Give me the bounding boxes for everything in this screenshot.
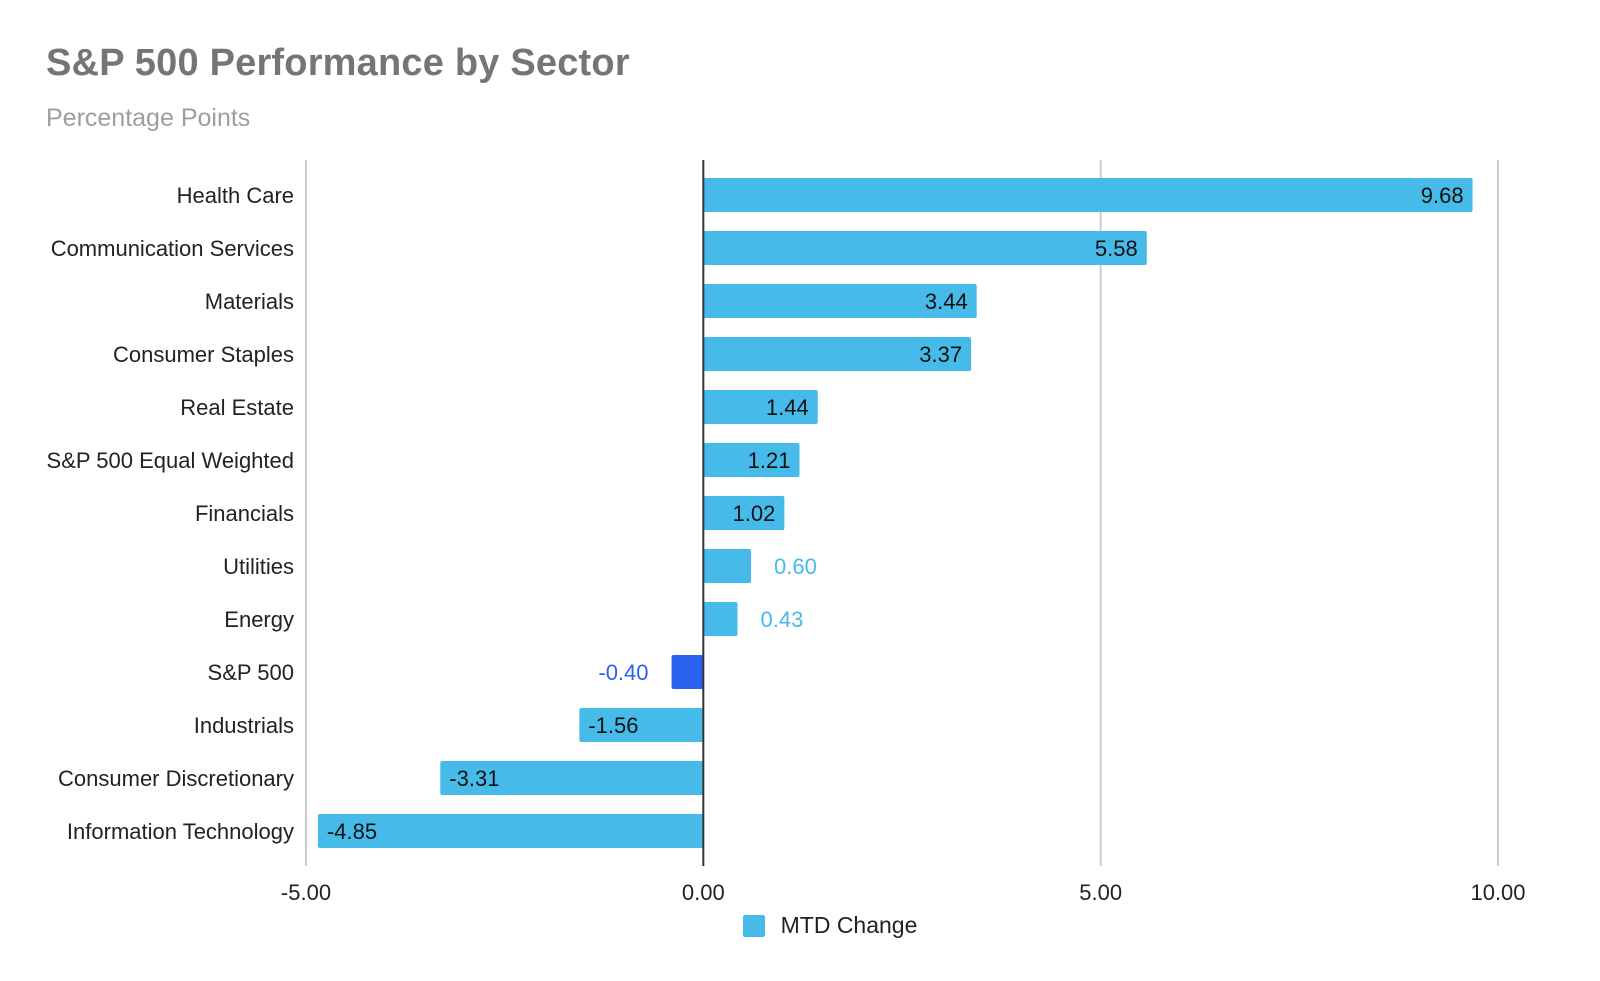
data-label: -1.56 bbox=[588, 713, 638, 738]
legend-swatch bbox=[742, 914, 765, 937]
x-tick-label: 10.00 bbox=[1470, 880, 1525, 905]
data-label: 1.21 bbox=[748, 448, 791, 473]
x-axis-tick-labels: -5.00 0.00 5.00 10.00 bbox=[281, 880, 1526, 905]
category-label: Consumer Discretionary bbox=[58, 766, 294, 791]
category-label: Communication Services bbox=[51, 236, 294, 261]
category-label: Health Care bbox=[177, 183, 294, 208]
category-label: Real Estate bbox=[180, 395, 294, 420]
category-label: Information Technology bbox=[67, 819, 294, 844]
category-label: Energy bbox=[224, 607, 294, 632]
category-label: Consumer Staples bbox=[113, 342, 294, 367]
bar bbox=[671, 655, 704, 689]
bar bbox=[703, 337, 972, 371]
data-label: -3.31 bbox=[449, 766, 499, 791]
data-label: 0.60 bbox=[774, 554, 817, 579]
data-label: -4.85 bbox=[327, 819, 377, 844]
x-tick-label: -5.00 bbox=[281, 880, 331, 905]
bar bbox=[703, 443, 800, 477]
bar bbox=[317, 814, 704, 848]
x-tick-label: 0.00 bbox=[682, 880, 725, 905]
bar bbox=[440, 761, 704, 795]
data-label: 5.58 bbox=[1095, 236, 1138, 261]
bar bbox=[703, 496, 785, 530]
x-tick-label: 5.00 bbox=[1079, 880, 1122, 905]
category-label: S&P 500 bbox=[208, 660, 294, 685]
bar bbox=[703, 390, 818, 424]
data-label: -0.40 bbox=[598, 660, 648, 685]
category-label: Financials bbox=[195, 501, 294, 526]
category-label: S&P 500 Equal Weighted bbox=[47, 448, 294, 473]
category-labels: Health Care Communication Services Materia… bbox=[47, 183, 294, 844]
data-label: 1.44 bbox=[766, 395, 809, 420]
data-label: 3.37 bbox=[919, 342, 962, 367]
legend-label: MTD Change bbox=[780, 912, 918, 938]
gridlines bbox=[305, 160, 1499, 866]
data-label: 1.02 bbox=[733, 501, 776, 526]
data-label: 3.44 bbox=[925, 289, 968, 314]
bar bbox=[703, 284, 977, 318]
category-label: Materials bbox=[205, 289, 294, 314]
bar bbox=[579, 708, 704, 742]
chart-subtitle: Percentage Points bbox=[46, 104, 251, 132]
bar bbox=[703, 231, 1147, 265]
bars bbox=[317, 178, 1473, 848]
bar bbox=[703, 549, 752, 583]
data-label: 9.68 bbox=[1421, 183, 1464, 208]
category-label: Utilities bbox=[223, 554, 294, 579]
chart-title: S&P 500 Performance by Sector bbox=[46, 42, 630, 84]
bar bbox=[703, 602, 738, 636]
category-label: Industrials bbox=[194, 713, 294, 738]
data-label: 0.43 bbox=[761, 607, 804, 632]
legend: MTD Change bbox=[0, 912, 1600, 939]
data-labels: 9.68 5.58 3.44 3.37 1.44 1.21 1.02 0.60 0.43 -0.4… bbox=[327, 183, 1464, 844]
bar bbox=[703, 178, 1473, 212]
